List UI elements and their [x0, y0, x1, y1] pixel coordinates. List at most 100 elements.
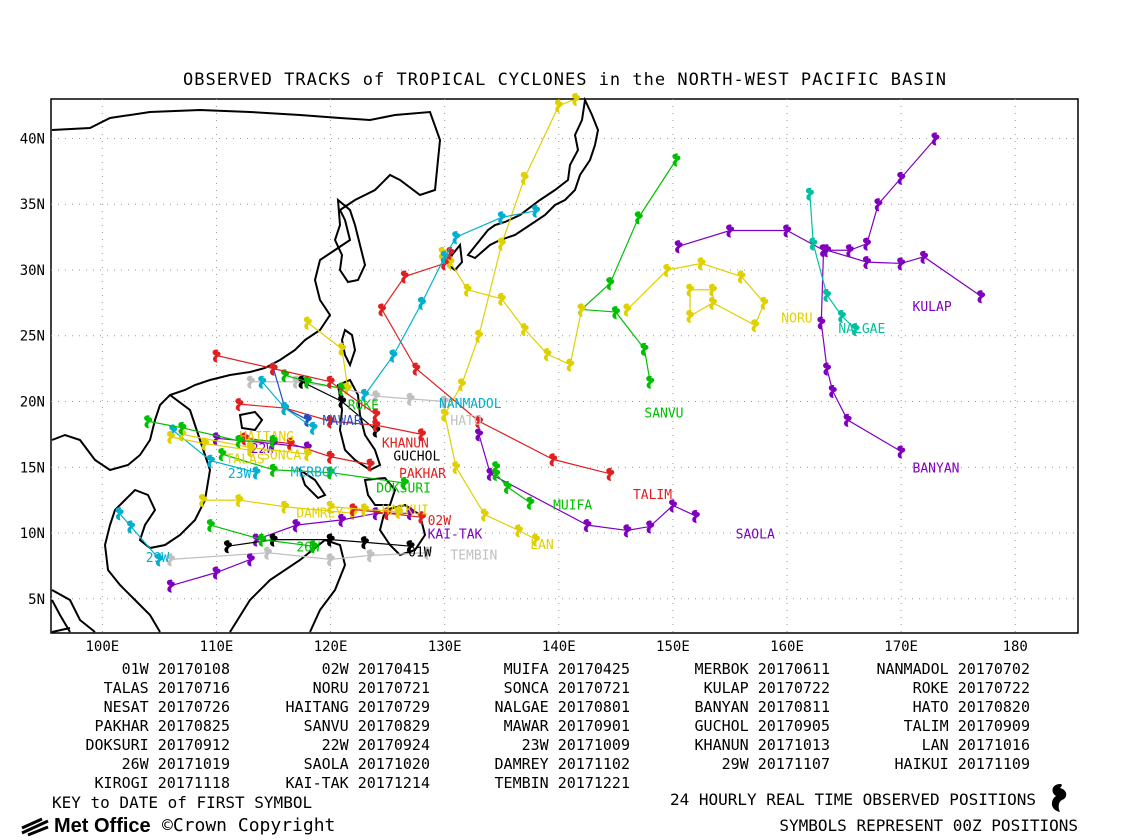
axis-labels: 100E 110E 120E 130E 140E 150E 160E 170E 180 5N 10N…	[20, 131, 1028, 655]
legend-entry: SONCA 20170721	[430, 679, 630, 698]
legend-entry: 22W 20170924	[230, 736, 430, 755]
storm-name: 01W	[121, 660, 158, 678]
cyclone-position-symbol	[463, 283, 472, 297]
track-doksuri: DOKSURI	[218, 448, 431, 496]
cyclone-position-symbol	[669, 499, 678, 513]
legend-entry: HAITANG 20170729	[230, 698, 431, 717]
cyclone-position-symbol	[281, 500, 290, 514]
legend-entry: NALGAE 20170801	[430, 698, 630, 717]
lon-tick-label: 100E	[85, 639, 119, 655]
cyclone-position-symbol	[520, 323, 529, 337]
track-label: HAIKUI	[382, 504, 429, 519]
cyclone-position-symbol	[977, 290, 986, 304]
track-label: 02W	[428, 514, 452, 529]
cyclone-position-symbol	[372, 419, 381, 433]
storm-name: BANYAN	[694, 698, 758, 716]
cyclone-position-symbol	[281, 369, 290, 383]
cyclone-position-symbol	[338, 513, 347, 527]
track-label: KULAP	[913, 300, 952, 315]
cyclone-position-symbol	[663, 263, 672, 277]
map-frame	[50, 98, 1079, 634]
track-tembin: TEMBIN	[166, 546, 497, 567]
legend-entry: 02W 20170415	[230, 660, 430, 679]
lat-tick-label: 10N	[20, 526, 45, 542]
storm-name: 29W	[721, 755, 758, 773]
cyclone-position-symbol	[503, 481, 512, 495]
track-label: MUIFA	[553, 498, 592, 513]
cyclone-position-symbol	[218, 448, 227, 462]
cyclone-position-symbol	[166, 579, 175, 593]
legend-entry: ROKE 20170722	[830, 679, 1030, 698]
storm-name: KHANUN	[694, 736, 758, 754]
cyclone-symbol-icon	[1051, 784, 1067, 812]
cyclone-position-symbol	[572, 93, 581, 106]
storm-date: 20171109	[957, 755, 1030, 773]
key-text: KEY to DATE of FIRST SYMBOL	[52, 793, 313, 812]
cyclone-position-symbol	[400, 477, 409, 491]
track-line	[202, 499, 354, 514]
cyclone-position-symbol	[440, 250, 449, 264]
track-noru: NORU	[623, 257, 813, 333]
cyclone-position-symbol	[526, 496, 535, 510]
lon-tick-label: 120E	[314, 639, 348, 655]
lon-tick-label: 130E	[428, 639, 462, 655]
cyclone-position-symbol	[475, 415, 484, 429]
cyclone-position-symbol	[583, 519, 592, 533]
legend-row: 26W 20171019 SAOLA 20171020 DAMREY 2017110…	[30, 755, 1090, 774]
track-label: NORU	[781, 312, 812, 327]
cyclone-position-symbol	[819, 244, 828, 258]
storm-name: TEMBIN	[494, 774, 558, 792]
storm-name: LAN	[921, 736, 958, 754]
legend-entry: NESAT 20170726	[30, 698, 230, 717]
cyclone-position-symbol	[292, 519, 301, 533]
cyclone-position-symbol	[326, 553, 335, 567]
storm-date: 20170729	[357, 698, 430, 716]
storm-name: TALAS	[103, 679, 158, 697]
storm-date: 20170909	[957, 717, 1030, 735]
track-kulap: KULAP	[823, 132, 986, 315]
cyclone-tracks: KULAP BANYAN NALGAE NORU SANVU LAN TALIM SAOLA M…	[115, 93, 986, 593]
track-kirogi	[166, 553, 255, 593]
storm-date: 20171118	[157, 774, 230, 792]
storm-name: HATO	[912, 698, 958, 716]
legend: 01W 20170108 02W 20170415 MUIFA 20170425 ME…	[30, 660, 1090, 793]
lon-tick-label: 170E	[884, 639, 918, 655]
cyclone-position-symbol	[674, 240, 683, 254]
cyclone-position-symbol	[931, 132, 940, 146]
cyclone-position-symbol	[198, 494, 207, 508]
legend-entry: MUIFA 20170425	[430, 660, 630, 679]
cyclone-position-symbol	[309, 421, 318, 435]
track-line	[147, 420, 274, 442]
track-talim: TALIM	[378, 246, 672, 503]
storm-date: 20171013	[757, 736, 830, 754]
cyclone-position-symbol	[497, 211, 506, 225]
storm-name: PAKHAR	[94, 717, 158, 735]
cyclone-position-symbol	[874, 198, 883, 212]
track-nanmadol: NANMADOL	[360, 204, 541, 412]
track-label: KHANUN	[382, 437, 429, 452]
cyclone-position-symbol	[326, 450, 335, 464]
cyclone-position-symbol	[640, 342, 649, 356]
storm-date: 20171221	[557, 774, 630, 792]
cyclone-position-symbol	[623, 303, 632, 317]
storm-name: NORU	[312, 679, 358, 697]
track-label: 01W	[408, 546, 432, 561]
cyclone-position-symbol	[845, 244, 854, 258]
lat-tick-label: 35N	[20, 197, 45, 213]
track-label: TEMBIN	[450, 548, 497, 563]
cyclone-position-symbol	[269, 362, 278, 376]
cyclone-position-symbol	[920, 250, 929, 264]
logo-text: Met Office	[54, 815, 151, 837]
cyclone-position-symbol	[360, 503, 369, 517]
cyclone-position-symbol	[338, 342, 347, 356]
track-label: TALIM	[633, 488, 672, 503]
track-label: DAMREY	[296, 506, 343, 521]
cyclone-position-symbol	[843, 413, 852, 427]
cyclone-position-symbol	[115, 507, 124, 521]
cyclone-position-symbol	[269, 434, 278, 448]
track-label: DOKSURI	[376, 481, 431, 496]
symbols-note: SYMBOLS REPRESENT 00Z POSITIONS	[779, 816, 1078, 835]
track-damrey: DAMREY	[198, 494, 358, 521]
track-haikui: HAIKUI	[326, 500, 429, 519]
cyclone-position-symbol	[126, 520, 136, 534]
